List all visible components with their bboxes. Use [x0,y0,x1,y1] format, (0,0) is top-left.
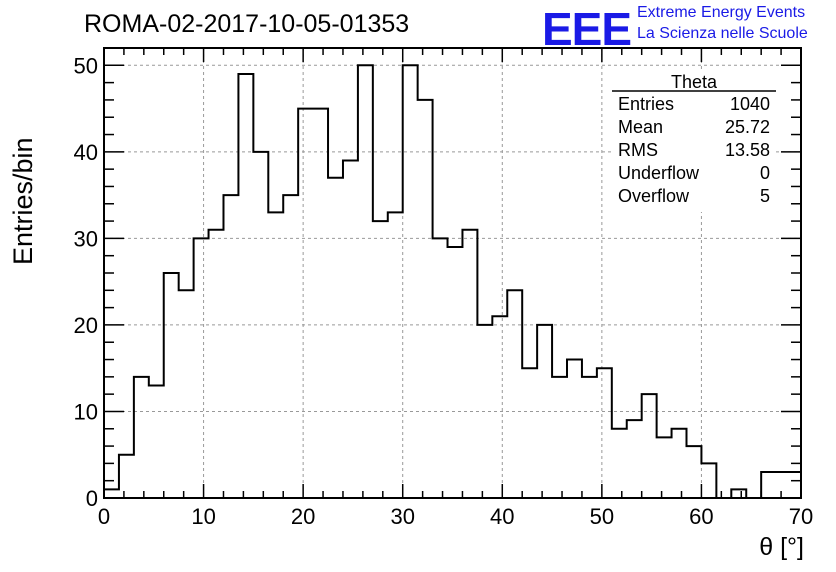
y-tick-label: 20 [74,313,98,338]
x-tick-label: 70 [789,504,813,529]
chart-title: ROMA-02-2017-10-05-01353 [84,10,410,38]
y-tick-label: 40 [74,140,98,165]
stats-label: Entries [618,94,674,114]
stats-value: 0 [760,163,770,183]
stats-label: Underflow [618,163,700,183]
y-axis-label: Entries/bin [8,137,38,265]
y-tick-label: 10 [74,399,98,424]
x-tick-label: 40 [490,504,514,529]
stats-value: 5 [760,186,770,206]
stats-label: RMS [618,140,658,160]
stats-value: 13.58 [725,140,770,160]
x-tick-label: 20 [291,504,315,529]
logo-line-1: Extreme Energy Events [637,4,806,21]
y-tick-label: 50 [74,53,98,78]
x-tick-label: 50 [590,504,614,529]
x-tick-label: 30 [390,504,414,529]
x-tick-label: 10 [191,504,215,529]
stats-label: Mean [618,117,663,137]
x-axis-label: θ [°] [759,533,804,561]
stats-value: 25.72 [725,117,770,137]
stats-value: 1040 [730,94,770,114]
x-tick-label: 0 [98,504,110,529]
x-tick-label: 60 [689,504,713,529]
stats-title: Theta [671,72,718,92]
logo-line-2: La Scienza nelle Scuole [637,25,808,42]
stats-label: Overflow [618,186,690,206]
y-tick-label: 0 [86,486,98,511]
eee-logo: EEE [542,3,632,55]
stats-background [612,72,776,212]
y-tick-label: 30 [74,226,98,251]
axes [103,47,802,499]
histogram-outline [103,64,801,499]
